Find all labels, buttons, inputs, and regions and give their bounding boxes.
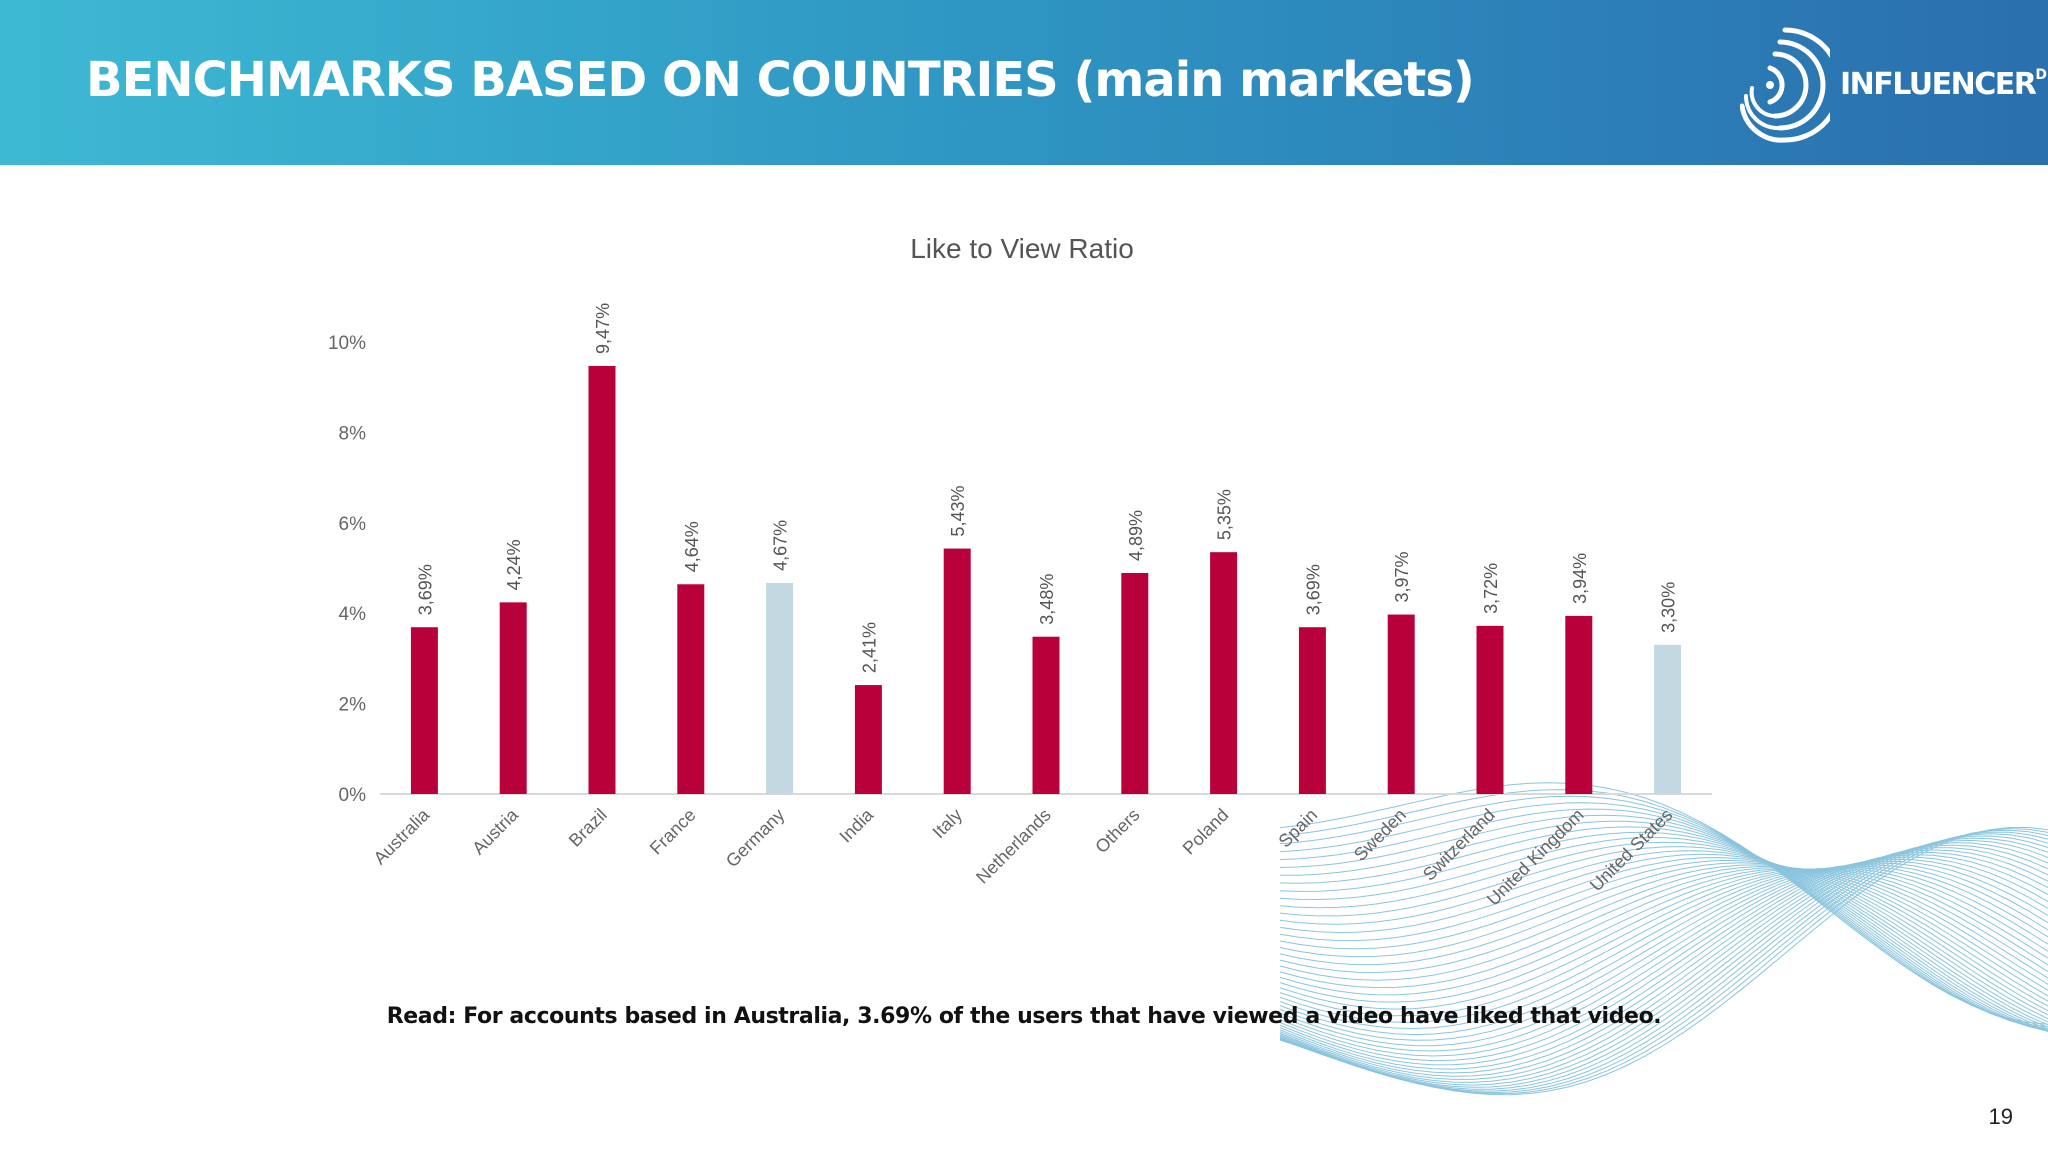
y-tick-label: 10% <box>328 333 366 354</box>
like-to-view-ratio-chart: Like to View Ratio 0% 2% 4% 6% 8% 10% 3,69% Au… <box>328 233 1712 910</box>
data-label: 5,43% <box>948 486 968 537</box>
y-tick-label: 4% <box>339 604 367 625</box>
x-tick-label: Germany <box>722 805 788 871</box>
x-tick-label: Italy <box>929 805 966 842</box>
x-tick-label: Switzerland <box>1419 805 1499 885</box>
data-label: 4,89% <box>1126 510 1146 561</box>
page-title: BENCHMARKS BASED ON COUNTRIES (main mark… <box>86 52 1475 108</box>
bar-austria <box>499 602 527 794</box>
bar-brazil <box>588 365 616 794</box>
data-label: 3,72% <box>1481 563 1501 614</box>
x-tick-label: Others <box>1091 805 1143 857</box>
bar-australia <box>410 627 438 794</box>
data-label: 5,35% <box>1215 489 1235 540</box>
chart-title: Like to View Ratio <box>910 233 1134 264</box>
x-tick-label: India <box>835 804 877 846</box>
bar-united-kingdom <box>1565 615 1593 794</box>
chart-caption: Read: For accounts based in Australia, 3… <box>386 1004 1662 1029</box>
x-tick-label: Netherlands <box>972 805 1055 888</box>
data-label: 3,94% <box>1570 553 1590 604</box>
x-tick-label: Spain <box>1275 805 1322 852</box>
x-tick-label: France <box>646 805 700 859</box>
logo-swirl-icon <box>1740 27 1830 143</box>
data-label: 3,48% <box>1037 574 1057 625</box>
header-banner: BENCHMARKS BASED ON COUNTRIES (main mark… <box>0 0 2048 165</box>
x-tick-label: United Kingdom <box>1483 805 1588 910</box>
x-tick-label: Austria <box>468 804 522 858</box>
data-label: 3,69% <box>415 564 435 615</box>
logo-text: INFLUENCERDB <box>1840 67 2048 102</box>
bar-switzerland <box>1476 625 1504 794</box>
x-tick-label: Australia <box>370 804 434 868</box>
data-label: 2,41% <box>859 622 879 673</box>
data-label: 3,97% <box>1392 552 1412 603</box>
influencerdb-logo: INFLUENCERDB <box>1740 26 2048 146</box>
bar-sweden <box>1387 614 1415 794</box>
page-number: 19 <box>1988 1104 2013 1129</box>
bar-spain <box>1298 627 1326 794</box>
x-tick-label: Brazil <box>565 805 611 851</box>
data-label: 4,67% <box>771 520 791 571</box>
y-tick-label: 0% <box>339 785 367 806</box>
bar-poland <box>1210 552 1238 794</box>
x-tick-label: United States <box>1586 805 1677 896</box>
data-label: 3,69% <box>1303 564 1323 615</box>
x-tick-label: Poland <box>1179 805 1233 859</box>
data-label: 4,24% <box>504 539 524 590</box>
x-tick-label: Sweden <box>1350 805 1410 865</box>
y-tick-label: 6% <box>339 514 367 535</box>
data-label: 3,30% <box>1659 582 1679 633</box>
data-label: 4,64% <box>682 521 702 572</box>
y-tick-label: 8% <box>339 423 367 444</box>
decorative-wave-mesh <box>1280 782 2048 1096</box>
bar-italy <box>943 548 971 794</box>
bar-france <box>677 584 705 794</box>
y-tick-label: 2% <box>339 695 367 716</box>
bar-germany <box>766 582 794 794</box>
bar-netherlands <box>1032 636 1060 794</box>
bar-united-states <box>1654 644 1682 794</box>
bar-india <box>854 685 882 794</box>
bar-others <box>1121 572 1149 794</box>
data-label: 9,47% <box>593 303 613 354</box>
